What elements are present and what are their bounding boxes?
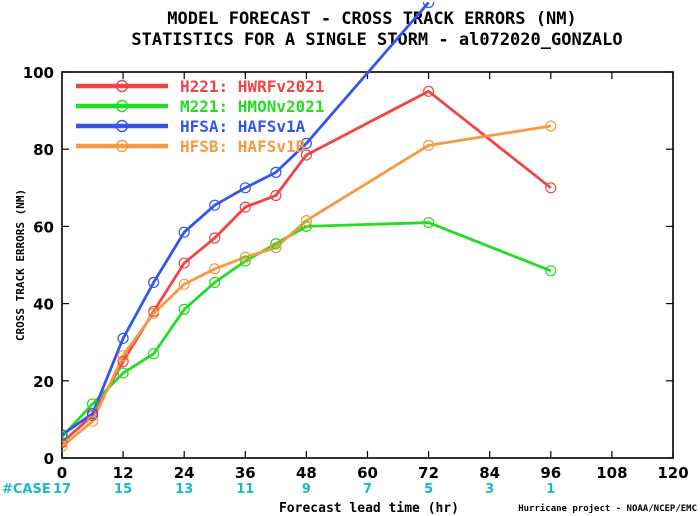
case-count: 5 <box>424 482 433 497</box>
data-point <box>62 440 68 453</box>
data-point <box>209 263 221 275</box>
data-point <box>545 120 557 132</box>
case-label: #CASE <box>2 482 51 497</box>
case-count: 3 <box>485 482 494 497</box>
data-point <box>300 215 312 227</box>
data-point <box>178 278 190 290</box>
data-point <box>178 303 190 315</box>
legend-marker <box>115 99 129 113</box>
x-tick-label: 12 <box>113 464 134 482</box>
legend-marker <box>115 79 129 93</box>
case-counts: 17 15 13 11 9 7 5 3 1 <box>53 482 555 497</box>
x-tick-label: 36 <box>235 464 256 482</box>
x-tick-label: 72 <box>418 464 439 482</box>
legend-label: M221: HMONv2021 <box>180 97 325 116</box>
y-axis-title: CROSS TRACK ERRORS (NM) <box>14 189 27 341</box>
x-tick-label: 24 <box>174 464 195 482</box>
legend-marker <box>115 119 129 133</box>
data-point <box>62 429 68 441</box>
data-point <box>148 307 160 319</box>
credit-text: Hurricane project - NOAA/NCEP/EMC <box>518 503 697 514</box>
data-point <box>178 226 190 238</box>
x-axis-title: Forecast lead time (hr) <box>279 501 459 516</box>
series-line <box>62 2 430 436</box>
chart-subtitle: STATISTICS FOR A SINGLE STORM - al072020… <box>131 30 622 50</box>
data-point <box>423 139 435 151</box>
data-point <box>300 137 312 150</box>
y-tick-label: 100 <box>23 64 54 82</box>
data-point <box>209 199 221 211</box>
axes-frame <box>61 71 674 459</box>
x-tick-label: 0 <box>57 464 67 482</box>
case-count: 11 <box>236 482 254 497</box>
series-line <box>62 221 552 438</box>
data-point <box>239 182 251 194</box>
data-point <box>209 276 221 288</box>
x-tick-label: 96 <box>540 464 561 482</box>
data-point <box>270 242 282 254</box>
data-point <box>270 189 282 202</box>
data-point <box>117 332 129 344</box>
plot-area: 0 12 24 36 48 60 72 84 96 108 120 0 20 40 60 80 100 H221:… <box>23 2 689 482</box>
data-point <box>117 367 129 379</box>
y-tick-label: 20 <box>33 373 54 391</box>
data-point <box>239 201 251 213</box>
series-group <box>62 2 557 453</box>
data-point <box>148 348 160 360</box>
case-count: 9 <box>302 482 311 497</box>
data-point <box>423 2 435 9</box>
data-point <box>117 350 129 362</box>
data-point <box>300 220 312 232</box>
data-point <box>62 436 68 449</box>
y-tick-label: 60 <box>33 218 54 236</box>
case-count: 1 <box>546 482 555 497</box>
x-tick-label: 108 <box>596 464 627 482</box>
data-point <box>545 265 557 277</box>
data-point <box>545 182 557 194</box>
data-point <box>148 276 160 288</box>
data-point <box>270 166 282 178</box>
x-tick-label: 48 <box>296 464 317 482</box>
data-point <box>270 238 282 250</box>
data-point <box>300 149 312 161</box>
data-point <box>423 85 435 97</box>
data-point <box>239 251 251 263</box>
data-point <box>117 355 129 368</box>
data-point <box>239 255 251 267</box>
legend-marker <box>115 139 129 153</box>
data-point <box>423 216 435 229</box>
x-tick-label: 60 <box>357 464 378 482</box>
chart-title: MODEL FORECAST - CROSS TRACK ERRORS (NM) <box>167 9 576 29</box>
x-tick-label: 120 <box>657 464 688 482</box>
legend-label: H221: HWRFv2021 <box>180 77 325 96</box>
legend-label: HFSA: HAFSv1A <box>180 117 306 136</box>
data-point <box>209 232 221 244</box>
data-point <box>86 408 99 420</box>
case-count: 7 <box>363 482 372 497</box>
data-point <box>86 415 99 427</box>
y-tick-label: 40 <box>33 296 54 314</box>
y-tick-label: 80 <box>33 141 54 159</box>
data-point <box>178 257 190 269</box>
case-count: 17 <box>53 482 71 497</box>
case-count: 13 <box>175 482 193 497</box>
case-count: 15 <box>114 482 132 497</box>
series-line <box>62 124 552 448</box>
x-tick-label: 84 <box>479 464 500 482</box>
legend-label: HFSB: HAFSv1B <box>180 137 306 156</box>
y-tick-label: 0 <box>44 450 54 468</box>
